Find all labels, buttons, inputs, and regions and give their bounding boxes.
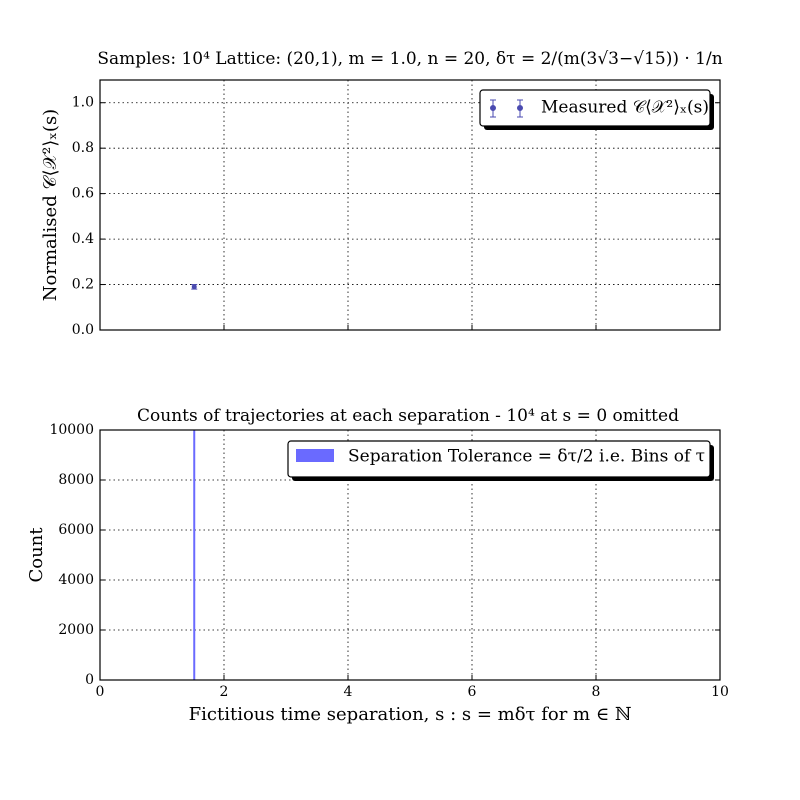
top-ytick-label-4: 0.8 <box>72 140 94 156</box>
top-legend-box <box>479 89 711 127</box>
bottom-ytick-label-1: 2000 <box>58 622 94 638</box>
bottom-legend-box <box>287 440 711 478</box>
top-ticks: 0.0 0.2 0.4 0.6 0.8 1.0 <box>72 95 721 338</box>
bottom-axes-frame <box>99 429 721 681</box>
top-legend: Measured 𝒞⟨𝒳²⟩ₓ(s) <box>479 89 714 130</box>
bottom-xtick-label-5: 10 <box>711 684 729 700</box>
bottom-ytick-label-2: 4000 <box>58 572 94 588</box>
bottom-xtick-label-2: 4 <box>344 684 353 700</box>
top-ytick-label-3: 0.6 <box>72 186 94 202</box>
bottom-xtick-label-4: 8 <box>592 684 601 700</box>
top-point-0 <box>191 284 197 290</box>
top-marks <box>191 284 198 290</box>
bottom-bar-0 <box>193 430 196 680</box>
bottom-ticks: 0 2 4 6 8 10 0 2000 4000 6000 8000 10000 <box>49 422 728 700</box>
bottom-ylabel: Count <box>26 527 47 583</box>
top-ytick-label-1: 0.2 <box>72 277 94 293</box>
bottom-ytick-label-4: 8000 <box>58 472 94 488</box>
bottom-xlabel: Fictitious time separation, s : s = mδτ … <box>189 704 632 725</box>
bottom-marks <box>193 430 196 680</box>
top-ytick-label-5: 1.0 <box>72 95 94 111</box>
bottom-legend: Separation Tolerance = δτ/2 i.e. Bins of… <box>287 440 714 481</box>
bottom-xtick-label-3: 6 <box>468 684 477 700</box>
top-ytick-label-0: 0.0 <box>72 322 94 338</box>
bottom-plot-title: Counts of trajectories at each separatio… <box>137 406 679 426</box>
bottom-ytick-label-3: 6000 <box>58 522 94 538</box>
top-legend-label: Measured 𝒞⟨𝒳²⟩ₓ(s) <box>541 98 709 118</box>
bottom-ytick-label-5: 10000 <box>49 422 94 438</box>
bottom-xtick-label-1: 2 <box>220 684 229 700</box>
top-ylabel: Normalised 𝒞⟨𝒳²⟩ₓ(s) <box>40 109 61 301</box>
top-data-point-0 <box>191 284 198 290</box>
bottom-legend-swatch <box>296 449 334 462</box>
bottom-ytick-label-0: 0 <box>85 672 94 688</box>
top-plot: Samples: 10⁴ Lattice: (20,1), m = 1.0, n… <box>40 49 723 338</box>
top-legend-marker <box>490 99 523 118</box>
bottom-xtick-label-0: 0 <box>96 684 105 700</box>
top-ytick-label-2: 0.4 <box>72 231 94 247</box>
top-plot-title: Samples: 10⁴ Lattice: (20,1), m = 1.0, n… <box>97 49 722 69</box>
bottom-plot: Counts of trajectories at each separatio… <box>26 406 729 725</box>
bottom-legend-label: Separation Tolerance = δτ/2 i.e. Bins of… <box>348 447 705 467</box>
top-axes-frame <box>99 79 721 331</box>
